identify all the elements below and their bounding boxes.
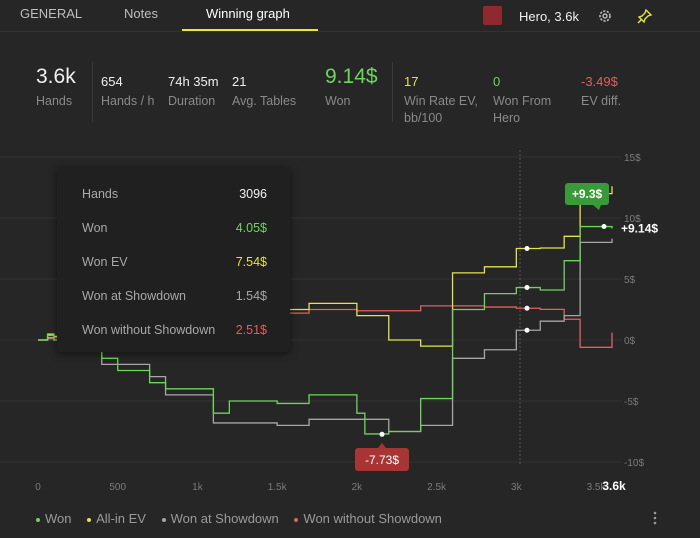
legend-item-won[interactable]: Won [36, 511, 72, 526]
tab-winning-graph[interactable]: Winning graph [206, 6, 290, 21]
active-tab-indicator [182, 29, 318, 31]
stat-won-from-hero: 0 Won From Hero [493, 74, 552, 125]
tab-bar: GENERAL Notes Winning graph [0, 0, 700, 32]
x-tick-label: 500 [109, 482, 126, 493]
stat-hands: 3.6k Hands [36, 65, 76, 108]
x-tick-label: 2.5k [427, 482, 447, 493]
min-point [379, 431, 385, 437]
stat-won: 9.14$ Won [325, 65, 378, 108]
tab-notes[interactable]: Notes [124, 6, 158, 21]
y-tick-label: 5$ [624, 275, 636, 286]
hover-tooltip: Hands 3096 Won 4.05$ Won EV 7.54$ Won at… [57, 167, 290, 352]
series-line-won [38, 225, 613, 435]
stat-winrate-ev: 17 Win Rate EV, bb/100 [404, 74, 478, 125]
player-label[interactable]: Hero, 3.6k [519, 9, 579, 24]
y-tick-label: 15$ [624, 153, 641, 164]
x-tick-label: 3.5k [587, 482, 607, 493]
hover-point [524, 327, 530, 333]
player-color-swatch[interactable] [483, 6, 502, 25]
stat-ev-diff: -3.49$ EV diff. [581, 74, 622, 108]
max-label: +9.3$ [572, 187, 603, 201]
min-badge [355, 448, 409, 471]
stat-divider [92, 62, 93, 122]
x-tick-label: 1k [192, 482, 204, 493]
pin-icon[interactable] [637, 8, 653, 24]
max-point [601, 224, 607, 230]
y-tick-label: -10$ [624, 458, 644, 469]
min-badge-pointer [378, 443, 386, 448]
hover-point [524, 246, 530, 251]
more-options-icon[interactable] [652, 510, 658, 526]
stat-avg-tables: 21 Avg. Tables [232, 74, 297, 108]
x-tick-label: 2k [352, 482, 364, 493]
last-value-label: +9.14$ [621, 221, 658, 235]
hover-point [524, 305, 530, 311]
stat-divider [392, 62, 393, 122]
gear-icon[interactable] [597, 8, 613, 24]
y-tick-label: 0$ [624, 336, 636, 347]
x-tick-label: 3k [511, 482, 523, 493]
series-line-won-at-showdown [38, 238, 613, 433]
tab-general[interactable]: GENERAL [20, 6, 83, 21]
chart-legend: Won All-in EV Won at Showdown Won withou… [36, 511, 454, 526]
max-badge-pointer [593, 205, 601, 210]
x-tick-label: 0 [35, 482, 41, 493]
y-tick-label: 10$ [624, 214, 641, 225]
legend-item-allin-ev[interactable]: All-in EV [87, 511, 146, 526]
hover-point [524, 285, 530, 291]
y-tick-label: -5$ [624, 397, 639, 408]
max-badge [565, 183, 609, 205]
legend-item-won-no-showdown[interactable]: Won without Showdown [294, 511, 442, 526]
x-end-label: 3.6k [602, 479, 626, 493]
stat-hands-per-hour: 654 Hands / h [101, 74, 155, 108]
stat-duration: 74h 35m Duration [168, 74, 219, 108]
min-label: -7.73$ [365, 453, 399, 467]
legend-item-won-showdown[interactable]: Won at Showdown [161, 511, 279, 526]
x-tick-label: 1.5k [268, 482, 288, 493]
